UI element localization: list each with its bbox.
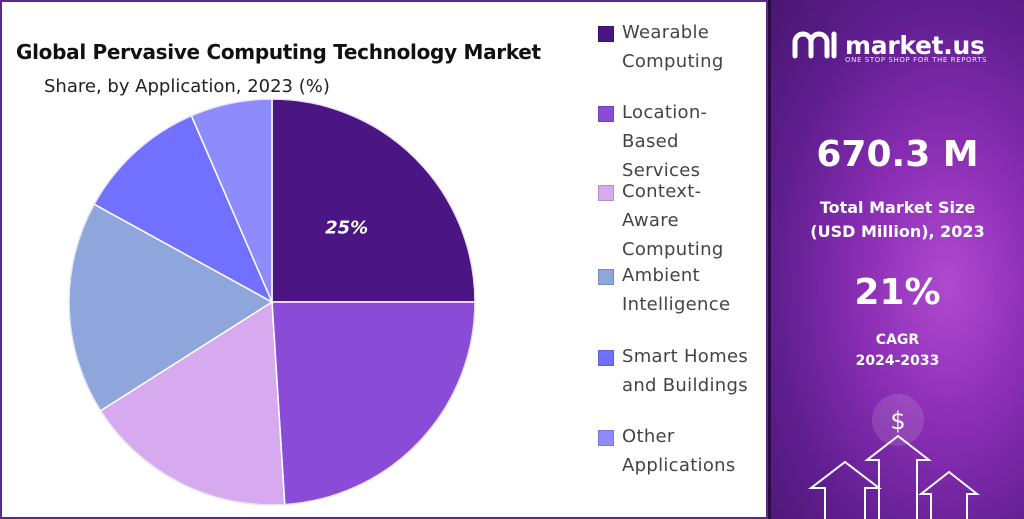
chart-title: Global Pervasive Computing Technology Ma…: [16, 40, 541, 64]
legend-item: Location- Based Services: [598, 98, 762, 185]
legend-label-line: Aware: [622, 210, 679, 231]
legend-label-line: and Buildings: [622, 375, 748, 396]
legend-item: Smart Homes and Buildings: [598, 342, 762, 400]
legend-label: Smart Homes and Buildings: [622, 342, 762, 400]
legend-item: Wearable Computing: [598, 18, 762, 76]
legend-swatch: [598, 185, 614, 201]
chart-panel: Global Pervasive Computing Technology Ma…: [0, 0, 768, 519]
growth-arrows-icon: $: [808, 394, 980, 519]
legend-label: Location- Based Services: [622, 98, 762, 185]
legend-label-line: Context-: [622, 181, 702, 202]
brand-tagline: ONE STOP SHOP FOR THE REPORTS: [845, 56, 988, 64]
legend-label-line: Other: [622, 426, 675, 447]
legend-label-line: Intelligence: [622, 294, 731, 315]
legend-label: Wearable Computing: [622, 18, 762, 76]
brand-logo: market.us: [791, 30, 985, 60]
market-us-logo-icon: [792, 31, 837, 59]
dollar-icon: $: [890, 407, 905, 435]
market-size-label-line1: Total Market Size: [819, 198, 976, 217]
legend-swatch: [598, 106, 614, 122]
market-size-value: 670.3 M: [816, 134, 979, 175]
legend-label-line: Smart Homes: [622, 346, 749, 367]
brand-name: market.us: [845, 30, 985, 60]
cagr-label: CAGR: [875, 332, 920, 348]
legend-label-line: Based: [622, 131, 679, 152]
legend-label: Ambient Intelligence: [622, 261, 762, 319]
legend-swatch: [598, 26, 614, 42]
pie-slice-1: [271, 301, 476, 506]
legend-label-line: Location-: [622, 102, 708, 123]
pie-chart: 25%: [68, 98, 476, 506]
legend-label-line: Computing: [622, 239, 724, 260]
legend-item: Ambient Intelligence: [598, 261, 762, 319]
legend-swatch: [598, 269, 614, 285]
legend-swatch: [598, 350, 614, 366]
legend-label-line: Applications: [622, 455, 736, 476]
pie-data-label-0: 25%: [325, 217, 368, 238]
legend-item: Context- Aware Computing: [598, 177, 762, 264]
legend-label-line: Services: [622, 160, 701, 181]
market-size-label-line2: (USD Million), 2023: [810, 222, 985, 241]
legend-label: Context- Aware Computing: [622, 177, 762, 264]
pie-outline: [68, 98, 476, 506]
legend-label-line: Computing: [622, 51, 724, 72]
legend-swatch: [598, 430, 614, 446]
legend-label-line: Ambient: [622, 265, 700, 286]
cagr-period: 2024-2033: [855, 353, 940, 369]
cagr-value: 21%: [854, 272, 941, 313]
pie-slice-0: [271, 98, 476, 303]
legend-item: Other Applications: [598, 422, 762, 480]
summary-panel: market.us ONE STOP SHOP FOR THE REPORTS …: [768, 0, 1024, 519]
legend-label-line: Wearable: [622, 22, 710, 43]
legend-label: Other Applications: [622, 422, 762, 480]
chart-subtitle: Share, by Application, 2023 (%): [44, 76, 330, 97]
